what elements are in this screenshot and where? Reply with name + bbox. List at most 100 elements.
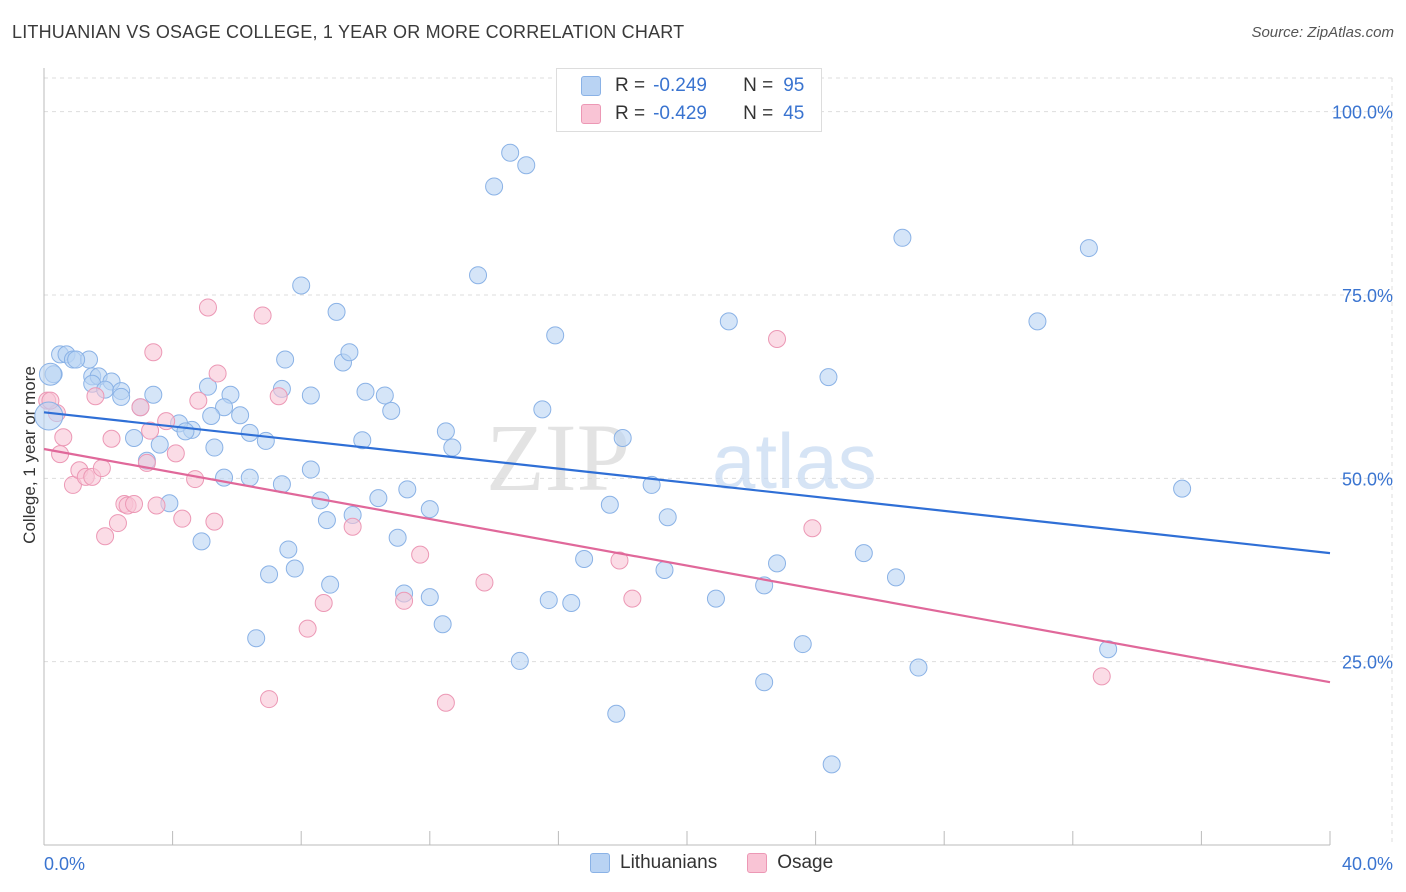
- legend-n-value: 45: [783, 103, 805, 124]
- lithuanian-point: [125, 429, 144, 447]
- lithuanian-point: [886, 568, 905, 587]
- lithuanian-point: [655, 561, 674, 579]
- osage-point: [411, 545, 430, 564]
- series-legend-lithuanians: Lithuanians: [590, 852, 717, 874]
- points-layer: [34, 143, 1192, 774]
- y-tick-label: 75.0%: [1342, 286, 1393, 306]
- osage-point: [92, 459, 111, 478]
- lithuanian-point: [356, 382, 375, 401]
- osage-point: [198, 298, 217, 317]
- lithuanian-point: [893, 228, 912, 247]
- series-legend-osage: Osage: [747, 852, 833, 874]
- trend-line-lithuanians: [43, 411, 1331, 555]
- lithuanian-point: [1173, 479, 1192, 498]
- x-tick-label: 0.0%: [44, 854, 85, 874]
- lithuanian-point: [285, 559, 304, 578]
- lithuanian-point: [613, 429, 632, 447]
- osage-point: [54, 428, 73, 447]
- trend-line-osage: [43, 447, 1331, 684]
- series-swatch-blue: [590, 853, 610, 873]
- lithuanian-point: [575, 550, 594, 568]
- lithuanian-point: [546, 326, 565, 345]
- lithuanian-point: [276, 350, 295, 369]
- lithuanian-point: [854, 544, 873, 563]
- osage-point: [269, 387, 288, 406]
- series-label-osage: Osage: [777, 852, 834, 873]
- watermark-zip: ZIP: [486, 404, 630, 511]
- osage-point: [147, 496, 166, 515]
- osage-point: [205, 512, 224, 531]
- legend-n-value: 95: [783, 75, 805, 96]
- legend-r-label: R =: [615, 75, 646, 96]
- osage-point: [253, 306, 272, 325]
- legend-swatch-blue: [581, 76, 601, 96]
- series-label-lithuanians: Lithuanians: [620, 852, 718, 873]
- lithuanian-point: [247, 629, 266, 648]
- osage-point: [768, 330, 787, 348]
- lithuanian-point: [205, 438, 224, 457]
- trend-layer: [43, 411, 1331, 684]
- osage-point: [1092, 667, 1111, 686]
- lithuanian-point: [755, 673, 774, 692]
- lithuanian-point: [436, 422, 455, 441]
- lithuanian-point: [327, 302, 346, 321]
- lithuanian-point: [321, 575, 340, 594]
- legend-n-label: N =: [743, 75, 774, 96]
- osage-point: [314, 594, 333, 612]
- lithuanian-point: [388, 528, 407, 547]
- lithuanian-point: [443, 438, 462, 457]
- lithuanian-point: [369, 489, 388, 508]
- lithuanian-point: [340, 343, 359, 362]
- lithuanian-point: [600, 495, 619, 514]
- legend-swatch-pink: [581, 104, 601, 124]
- lithuanian-point-large: [34, 401, 64, 431]
- lithuanian-point: [1028, 312, 1047, 331]
- y-tick-label: 50.0%: [1342, 469, 1393, 489]
- osage-point: [436, 693, 455, 712]
- osage-point: [298, 619, 317, 638]
- lithuanian-point: [215, 398, 234, 417]
- lithuanian-point: [317, 511, 336, 530]
- lithuanian-point: [260, 565, 279, 584]
- lithuanian-point: [533, 400, 552, 419]
- osage-point: [144, 343, 163, 362]
- axes-layer: [43, 68, 1331, 846]
- legend-n-label: N =: [743, 103, 774, 124]
- x-tick-label: 40.0%: [1342, 854, 1393, 874]
- lithuanian-point: [375, 386, 394, 405]
- osage-point: [610, 551, 629, 570]
- lithuanian-point: [231, 406, 250, 425]
- osage-point: [623, 589, 642, 608]
- lithuanian-point: [176, 422, 195, 441]
- osage-point: [186, 470, 205, 489]
- lithuanian-point: [150, 435, 169, 454]
- lithuanian-point: [768, 554, 787, 573]
- lithuanian-point: [658, 508, 677, 527]
- osage-point: [189, 391, 208, 410]
- legend-row-osage: R = -0.429 N = 45: [581, 102, 804, 126]
- osage-point: [173, 509, 192, 528]
- osage-point: [131, 398, 150, 417]
- lithuanian-point: [112, 387, 131, 406]
- lithuanian-point: [240, 423, 259, 442]
- lithuanian-point: [67, 350, 86, 369]
- lithuanian-point: [420, 500, 439, 519]
- osage-point: [395, 591, 414, 610]
- osage-point: [475, 573, 494, 592]
- chart-title: LITHUANIAN VS OSAGE COLLEGE, 1 YEAR OR M…: [12, 22, 685, 42]
- osage-point: [125, 495, 144, 513]
- source-credit: Source: ZipAtlas.com: [1251, 24, 1394, 41]
- osage-point: [260, 690, 279, 709]
- osage-point: [86, 387, 105, 406]
- watermark-atlas: atlas: [712, 417, 877, 505]
- legend-r-value: -0.429: [653, 103, 707, 124]
- lithuanian-point: [706, 589, 725, 608]
- osage-point: [102, 429, 121, 448]
- lithuanian-point: [202, 407, 221, 425]
- lithuanian-point: [192, 532, 211, 551]
- legend-row-lithuanians: R = -0.249 N = 95: [581, 74, 804, 98]
- correlation-legend: R = -0.249 N = 95 R = -0.429 N = 45: [556, 68, 822, 132]
- lithuanian-point: [301, 386, 320, 405]
- lithuanian-point: [793, 635, 812, 654]
